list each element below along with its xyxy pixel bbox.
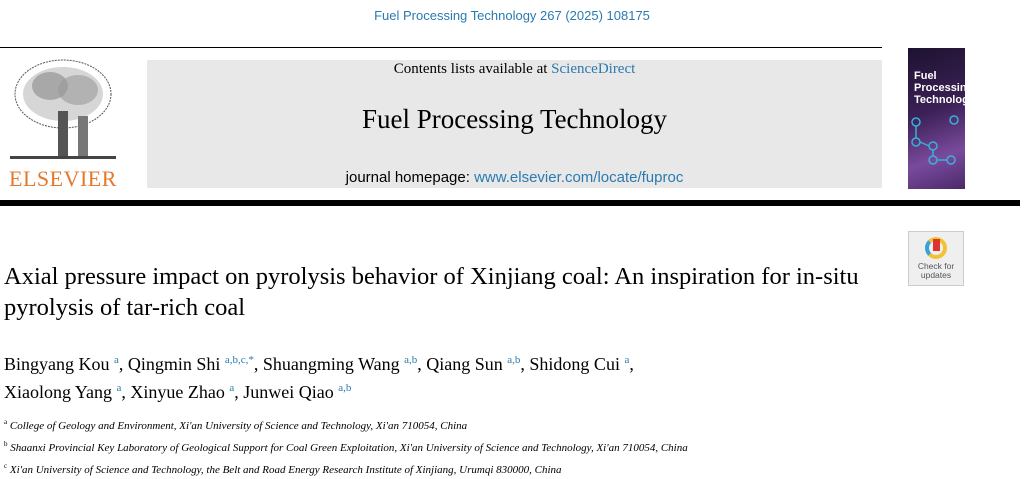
homepage-label: journal homepage:	[345, 169, 475, 186]
elsevier-logo[interactable]: ELSEVIER	[2, 56, 124, 191]
affiliation-text: Shaanxi Provincial Key Laboratory of Geo…	[10, 442, 688, 454]
badge-label: Check for updates	[917, 261, 955, 280]
affiliation-key: c	[4, 462, 8, 470]
homepage-line: journal homepage: www.elsevier.com/locat…	[147, 169, 882, 186]
journal-title: Fuel Processing Technology	[361, 104, 668, 134]
author-name: Shuangming Wang	[262, 354, 400, 374]
author-name: Qingmin Shi	[127, 354, 221, 374]
journal-citation[interactable]: Fuel Processing Technology 267 (2025) 10…	[374, 8, 650, 23]
sciencedirect-link[interactable]: ScienceDirect	[551, 61, 636, 77]
journal-cover[interactable]: Fuel Processing Technology	[908, 48, 975, 189]
affiliation-text: College of Geology and Environment, Xi'a…	[9, 420, 468, 432]
author[interactable]: Shidong Cui a	[529, 354, 629, 374]
affiliation-key: a	[4, 418, 8, 426]
author-affiliation-marker[interactable]: a,b	[338, 382, 352, 394]
author-name: Xinyue Zhao	[130, 382, 225, 402]
header-rule	[0, 200, 1020, 206]
contents-label: Contents lists available at	[393, 61, 552, 77]
journal-header: Contents lists available at ScienceDirec…	[147, 60, 882, 188]
author-name: Shidong Cui	[529, 354, 620, 374]
elsevier-tree-icon	[10, 59, 116, 159]
author[interactable]: Junwei Qiao a,b	[243, 382, 351, 402]
author-affiliation-marker[interactable]: a,b	[404, 354, 418, 366]
author[interactable]: Qingmin Shi a,b,c,*	[128, 354, 254, 374]
author-affiliation-marker[interactable]: a	[116, 382, 122, 394]
author-name: Qiang Sun	[426, 354, 503, 374]
affiliation-text: Xi'an University of Science and Technolo…	[9, 464, 562, 476]
author-name: Junwei Qiao	[243, 382, 334, 402]
author-list: Bingyang Kou a, Qingmin Shi a,b,c,*, Shu…	[4, 354, 634, 402]
affiliation-key: b	[4, 440, 8, 448]
author-name: Bingyang Kou	[4, 354, 110, 374]
author[interactable]: Qiang Sun a,b	[426, 354, 520, 374]
author[interactable]: Bingyang Kou a	[4, 354, 119, 374]
publisher-name: ELSEVIER	[9, 166, 117, 191]
molecule-graphic-icon	[911, 115, 959, 165]
affiliation-item: b Shaanxi Provincial Key Laboratory of G…	[4, 435, 688, 457]
affiliations: a College of Geology and Environment, Xi…	[4, 413, 688, 479]
author[interactable]: Xiaolong Yang a	[4, 382, 121, 402]
author-affiliation-marker[interactable]: a	[624, 354, 630, 366]
author[interactable]: Shuangming Wang a,b	[263, 354, 417, 374]
author-affiliation-marker[interactable]: a,b	[507, 354, 521, 366]
article-title: Axial pressure impact on pyrolysis behav…	[4, 263, 859, 321]
author-affiliation-marker[interactable]: a,b,c,*	[224, 354, 254, 366]
author[interactable]: Xinyue Zhao a	[130, 382, 234, 402]
divider	[0, 47, 882, 48]
author-affiliation-marker[interactable]: a	[114, 354, 119, 366]
author-name: Xiaolong Yang	[4, 382, 113, 402]
affiliation-item: a College of Geology and Environment, Xi…	[4, 413, 688, 435]
homepage-link[interactable]: www.elsevier.com/locate/fuproc	[474, 169, 684, 186]
check-updates-icon	[925, 237, 947, 259]
author-affiliation-marker[interactable]: a	[229, 382, 235, 394]
check-for-updates-button[interactable]: Check for updates	[908, 231, 964, 286]
affiliation-item: c Xi'an University of Science and Techno…	[4, 457, 688, 479]
contents-line: Contents lists available at ScienceDirec…	[147, 61, 882, 78]
cover-title: Fuel Processing Technology	[914, 70, 975, 106]
